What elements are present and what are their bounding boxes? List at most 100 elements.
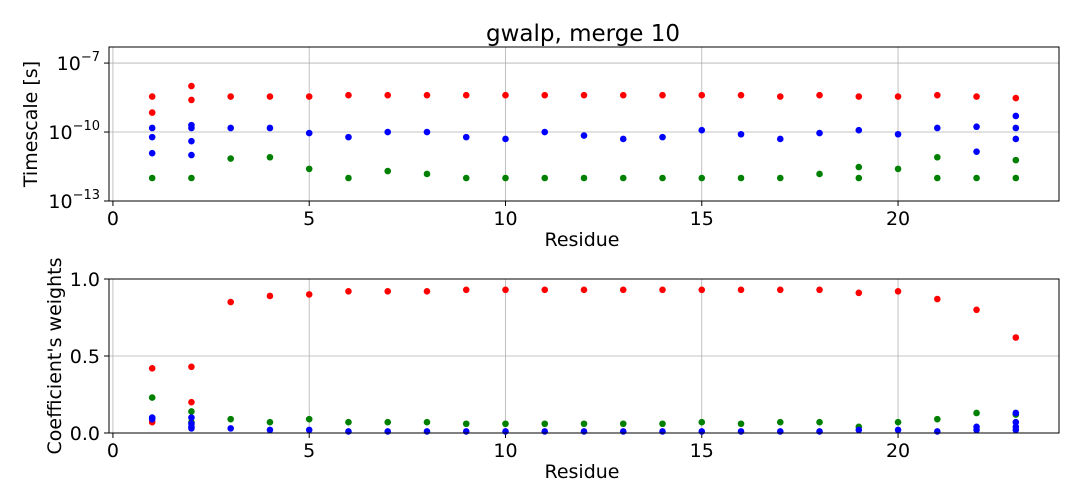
x-tick-label: 10 — [493, 440, 517, 462]
data-point — [541, 286, 549, 294]
axes-frame — [108, 46, 1060, 202]
data-point — [894, 165, 902, 173]
data-point — [266, 124, 274, 132]
data-point — [973, 123, 980, 131]
y-tick-label: 1.0 — [70, 269, 100, 291]
x-tick-label: 20 — [886, 440, 910, 462]
data-point — [580, 91, 588, 99]
data-point — [934, 124, 941, 132]
timescale-plot: 0 5 10 15 20 10−13 10−10 10−7 Residue Timescale [… — [20, 46, 1060, 251]
data-point — [973, 148, 980, 155]
data-point — [384, 128, 392, 136]
data-point — [188, 408, 195, 415]
data-point — [188, 398, 195, 406]
data-point — [580, 286, 588, 294]
data-point — [462, 174, 470, 182]
data-point — [148, 93, 156, 100]
x-tick-label: 0 — [107, 440, 119, 462]
data-point — [227, 425, 234, 432]
data-point — [855, 126, 863, 134]
data-point — [894, 93, 902, 100]
data-point — [973, 93, 980, 100]
data-point — [541, 420, 549, 428]
data-point — [737, 428, 745, 435]
data-point — [148, 365, 156, 372]
data-point — [698, 91, 706, 99]
data-point — [1012, 94, 1020, 102]
data-point — [188, 82, 195, 90]
data-point — [148, 149, 156, 157]
data-point — [188, 96, 195, 104]
data-point — [894, 418, 902, 426]
data-point — [305, 426, 313, 434]
data-point — [384, 288, 392, 295]
data-point — [737, 91, 745, 99]
data-point — [345, 133, 352, 141]
data-point — [855, 174, 863, 182]
data-point — [973, 409, 980, 417]
data-point — [462, 428, 470, 435]
x-tick-label: 15 — [690, 208, 714, 230]
data-point — [345, 418, 352, 426]
data-point — [502, 286, 509, 294]
data-point — [188, 124, 195, 132]
data-point — [659, 174, 666, 182]
axes-frame — [108, 278, 1060, 434]
data-point — [188, 363, 195, 371]
data-point — [188, 174, 195, 182]
data-point — [816, 418, 823, 426]
data-point — [698, 126, 706, 134]
x-tick-label: 5 — [303, 208, 315, 230]
data-point — [698, 428, 706, 435]
data-point — [423, 418, 431, 426]
data-point — [816, 286, 823, 294]
data-point — [502, 174, 509, 182]
data-point — [266, 426, 274, 434]
data-point — [188, 425, 195, 432]
data-point — [619, 286, 627, 294]
data-point — [305, 129, 313, 137]
data-point — [148, 394, 156, 401]
data-point — [1012, 174, 1020, 182]
data-point — [934, 91, 941, 99]
data-point — [462, 420, 470, 428]
data-point — [423, 288, 431, 295]
data-point — [855, 93, 863, 100]
weights-plot: 0 5 10 15 20 0.0 0.5 1.0 Residue Coefficient's we… — [44, 258, 1060, 483]
data-point — [541, 174, 549, 182]
data-point — [188, 414, 195, 421]
x-tick-label: 0 — [107, 208, 119, 230]
data-point — [894, 288, 902, 295]
x-tick-label: 5 — [303, 440, 315, 462]
data-point — [816, 91, 823, 99]
data-point — [384, 418, 392, 426]
data-point — [737, 130, 745, 138]
data-point — [423, 128, 431, 136]
data-point — [934, 153, 941, 161]
data-point — [227, 298, 234, 306]
data-point — [502, 91, 509, 99]
data-point — [423, 91, 431, 99]
data-point — [776, 135, 784, 143]
data-point — [423, 170, 431, 178]
x-tick-label: 20 — [886, 208, 910, 230]
data-point — [816, 170, 823, 178]
data-point — [1012, 409, 1020, 417]
data-point — [698, 418, 706, 426]
data-point — [737, 174, 745, 182]
data-point — [776, 418, 784, 426]
y-axis-label: Timescale [s] — [20, 61, 42, 188]
data-point — [188, 137, 195, 145]
y-axis-label: Coefficient's weights — [44, 258, 66, 455]
data-point — [502, 135, 509, 143]
y-tick-label: 10−7 — [57, 50, 100, 75]
data-point — [266, 292, 274, 300]
data-point — [973, 174, 980, 182]
data-point — [345, 91, 352, 99]
data-point — [659, 91, 666, 99]
data-point — [580, 420, 588, 428]
data-point — [855, 426, 863, 434]
data-point — [580, 428, 588, 435]
data-point — [305, 165, 313, 173]
